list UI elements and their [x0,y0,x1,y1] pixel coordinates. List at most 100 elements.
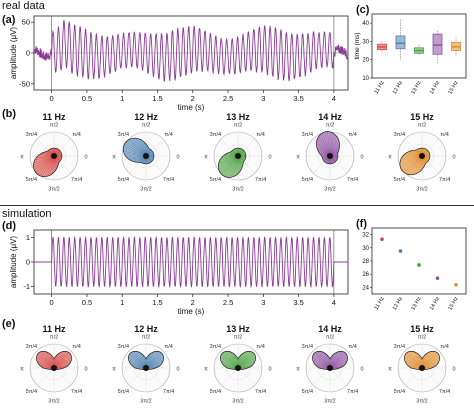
panel-e-polar-spoke [128,367,147,386]
panel-a-x-tick-label: 2 [191,94,195,103]
panel-b-polar-tick-label: π/2 [142,123,150,129]
panel-b-polar-tick-label: 7π/4 [255,177,266,183]
panel-e-polar-tick-label: π/4 [164,344,172,350]
panel-e-polar-tick-label: π/4 [348,344,356,350]
panel-e-polar-spoke [53,367,72,386]
panel-b-polar-tick-label: 5π/4 [302,177,313,183]
panel-b-polar-tick-label: 0 [84,155,87,161]
panel-b-polar-tick-label: 3π/2 [232,187,243,193]
panel-a-x-tick-label: 0.5 [82,94,92,103]
panel-e-polar-center [235,365,241,371]
panel-e-polar-tick-label: 3π/2 [324,399,335,405]
panel-f-category-label: 14 Hz [429,296,442,312]
panel-e-polar-tick-label: 0 [452,367,455,373]
panel-b-polar-tick-label: π/2 [50,123,58,129]
section-title-real: real data [2,0,45,12]
panel-e-polar-4: 15 Hzπ/2 π/4 0 7π/4 3π/2 5π/4 π 3π/4 [388,324,455,405]
panel-b-polar-center [327,153,333,159]
panel-e-polar-tick-label: 0 [176,367,179,373]
panel-f-point [398,249,403,253]
panel-c-category-label: 11 Hz [374,80,386,95]
panel-e-polar-tick-label: π [388,367,392,373]
panel-e-polar-spoke [237,367,256,386]
panel-a-plot: 0 0.5 1 1.5 2 2.5 3 3.5 4 50 0 -50 time (s) amplitude… [9,15,349,112]
panel-a-signal-line [33,20,349,82]
panel-e-polar-tick-label: 5π/4 [118,389,129,395]
panel-b-polar-tick-label: 7π/4 [163,177,174,183]
panel-b-polar-tick-label: π/4 [256,132,264,138]
panel-d-signal-line [34,235,348,289]
panel-e-polar-tick-label: π/4 [256,344,264,350]
panel-b-polar-center [51,153,57,159]
panel-label-e: (e) [2,318,16,330]
panel-b-polar-tick-label: 3π/4 [302,132,313,138]
panel-f-plot: 32 30 28 26 24 11 Hz 12 Hz 13 Hz 14 Hz 15 Hz [362,227,467,312]
panel-d-x-axis-label: time (s) [178,307,205,316]
panel-b-polar-tick-label: 7π/4 [439,177,450,183]
panel-e-polar-1: 12 Hzπ/2 π/4 0 7π/4 3π/2 5π/4 π 3π/4 [112,324,179,405]
panel-b-polar-tick-label: 5π/4 [118,177,129,183]
panel-label-a: (a) [2,14,16,26]
panel-c-y-tick-label: 30 [362,39,369,45]
panel-e-polar-tick-label: 3π/2 [416,399,427,405]
panel-f-point [435,276,440,280]
panel-e-polar-tick-label: 3π/4 [394,344,405,350]
panel-b-polar-tick-label: 3π/4 [118,132,129,138]
panel-e-polar-tick-label: π/2 [50,335,58,341]
panel-e-polar-spoke [404,367,423,386]
panel-b-polar-title: 15 Hz [410,112,434,122]
panel-e-polar-center [327,365,333,371]
panel-a-x-tick-label: 3 [261,94,265,103]
panel-b-polar-tick-label: 0 [268,155,271,161]
panel-c-box [432,33,443,55]
panel-e-polar-spoke [145,367,164,386]
panel-a-x-tick-label: 3.5 [293,94,303,103]
panel-e-polar-tick-label: 0 [84,367,87,373]
panel-c-frame [371,13,467,79]
panel-e-polar-2: 13 Hzπ/2 π/4 0 7π/4 3π/2 5π/4 π 3π/4 [204,324,271,405]
panel-e-polar-tick-label: 3π/4 [210,344,221,350]
panel-b-polar-tick-label: 7π/4 [71,177,82,183]
panel-e-polar-tick-label: 5π/4 [302,389,313,395]
panel-e-polar-tick-label: 3π/4 [26,344,37,350]
panel-a-y-axis-label: amplitude (μV) [9,27,18,80]
panel-a-x-tick-label: 1 [120,94,124,103]
panel-e-polar-0: 11 Hzπ/2 π/4 0 7π/4 3π/2 5π/4 π 3π/4 [20,324,87,405]
panel-f-category-label: 12 Hz [392,296,405,312]
panel-a-x-axis-label: time (s) [178,103,205,112]
panel-c-plot: 40 30 20 10 time (ms) 11 Hz 12 Hz 13 Hz 14 Hz 15 … [354,13,467,96]
panel-a-y-tick-label: 50 [22,18,30,27]
panel-b-polar-tick-label: 0 [360,155,363,161]
panel-f-y-tick-label: 26 [362,272,369,278]
panel-e-polar-tick-label: 7π/4 [439,389,450,395]
panel-a-x-tick-label: 1.5 [152,94,162,103]
panel-e-polar-tick-label: 5π/4 [210,389,221,395]
panel-b-polar-title: 12 Hz [134,112,158,122]
panel-b-polar-tick-label: π [112,155,116,161]
panel-e-polar-tick-label: 7π/4 [163,389,174,395]
panel-d-x-tick-label: 2.5 [223,298,233,307]
panel-e-polar-tick-label: 3π/2 [232,399,243,405]
panel-f-category-label: 11 Hz [374,296,386,311]
panel-c-y-axis-label: time (ms) [354,32,361,59]
panel-e-polar-tick-label: π/2 [326,335,334,341]
panel-b-polar-tick-label: 3π/2 [324,187,335,193]
panel-b-polar-tick-label: 0 [452,155,455,161]
panel-f-y-tick-label: 28 [362,259,369,265]
panel-b-polar-center [143,153,149,159]
panel-e-polar-center [419,365,425,371]
panel-e-polar-tick-label: π [112,367,116,373]
panel-b-polar-tick-label: π/2 [418,123,426,129]
panel-b-polar-0: 11 Hzπ/2 π/4 0 7π/4 3π/2 5π/4 π 3π/4 [20,112,87,193]
panel-d-x-tick-label: 1.5 [152,298,162,307]
panel-b-polar-tick-label: 3π/4 [26,132,37,138]
panel-c-category-label: 14 Hz [429,80,442,96]
panel-b-polar-tick-label: π/4 [164,132,172,138]
panel-d-x-tick-label: 2 [191,298,195,307]
panel-b-polar-title: 11 Hz [42,112,66,122]
panel-e-polar-title: 12 Hz [134,324,158,334]
panel-b-polar-tick-label: π [296,155,300,161]
panel-e-polar-3: 14 Hzπ/2 π/4 0 7π/4 3π/2 5π/4 π 3π/4 [296,324,363,405]
panel-e-polar-spoke [36,367,55,386]
panel-f-category-label: 15 Hz [447,296,460,312]
